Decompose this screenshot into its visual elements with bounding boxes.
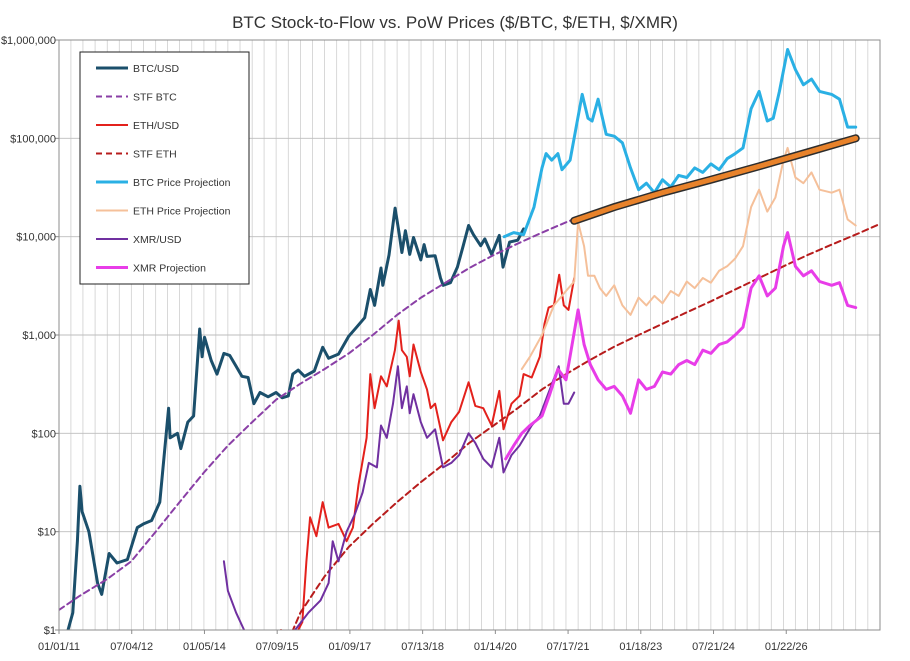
axes: $1 $10 $100 $1,000 $10,000 $100,000 $1,000,000… [1, 35, 881, 653]
y-tick-label: $100 [32, 428, 56, 440]
series-line-btc-price-projection [502, 48, 858, 239]
x-tick-label: 01/09/17 [328, 641, 371, 653]
x-tick-label: 01/22/26 [765, 641, 808, 653]
legend-label: STF BTC [133, 92, 177, 104]
series-line-eth-price-projection [520, 146, 857, 371]
overlay-line [571, 135, 859, 224]
legend-label: BTC/USD [133, 63, 180, 75]
x-tick-label: 01/18/23 [619, 641, 662, 653]
legend-label: ETH Price Projection [133, 206, 231, 218]
series-line-xmr-projection [504, 231, 858, 461]
series-line-btc-usd [66, 206, 526, 630]
series-layer [59, 48, 880, 630]
x-tick-label: 01/05/14 [183, 641, 226, 653]
y-tick-label: $10 [38, 527, 56, 539]
legend-label: XMR/USD [133, 234, 182, 246]
legend-label: BTC Price Projection [133, 177, 231, 189]
x-tick-label: 07/21/24 [692, 641, 735, 653]
y-tick-label: $10,000 [16, 232, 56, 244]
legend-label: STF ETH [133, 149, 177, 161]
legend-box [79, 51, 250, 285]
series-line-xmr-usd [222, 365, 576, 630]
x-tick-label: 01/01/11 [38, 641, 80, 653]
x-tick-label: 01/14/20 [474, 641, 517, 653]
x-tick-label: 07/09/15 [256, 641, 299, 653]
y-tick-label: $100,000 [10, 133, 56, 145]
y-tick-label: $1,000,000 [1, 35, 56, 47]
x-tick-label: 07/04/12 [110, 641, 153, 653]
legend-label: ETH/USD [133, 120, 180, 132]
y-tick-label: $1,000 [22, 330, 56, 342]
series-line-stf-btc [59, 211, 592, 611]
legend: BTC/USD STF BTC ETH/USD STF ETH BTC Price Pr… [79, 51, 250, 285]
series-line-eth-usd [280, 273, 576, 630]
x-tick-label: 07/17/21 [547, 641, 590, 653]
x-tick-label: 07/13/18 [401, 641, 444, 653]
series-clip-group [59, 48, 880, 630]
chart-title: BTC Stock-to-Flow vs. PoW Prices ($/BTC,… [232, 13, 678, 32]
y-tick-label: $1 [44, 625, 56, 637]
legend-label: XMR Projection [133, 263, 206, 275]
